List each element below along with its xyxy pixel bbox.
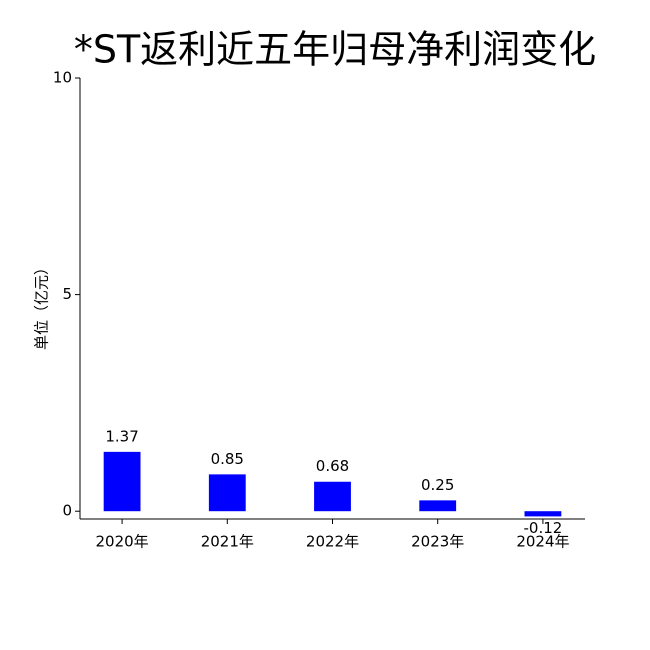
value-label: 0.68 [316,457,349,475]
value-label: 1.37 [105,427,138,445]
y-axis-label: 单位（亿元） [33,260,51,350]
x-tick-label: 2023年 [411,533,464,551]
bar [314,481,351,512]
bar [524,511,562,517]
chart-title: *ST返利近五年归母净利润变化 [74,28,596,72]
x-tick-label: 2021年 [201,533,254,551]
bar [419,500,457,512]
y-tick-label: 10 [53,69,72,87]
bar [103,451,141,512]
x-tick-label: 2024年 [516,533,569,551]
x-tick-label: 2020年 [95,533,148,551]
value-label: -0.12 [524,519,563,537]
value-label: 0.25 [421,476,454,494]
bar [208,474,246,512]
value-label: 0.85 [211,450,244,468]
y-tick-label: 0 [62,502,72,520]
x-tick-label: 2022年 [306,533,359,551]
y-tick-label: 5 [62,285,72,303]
